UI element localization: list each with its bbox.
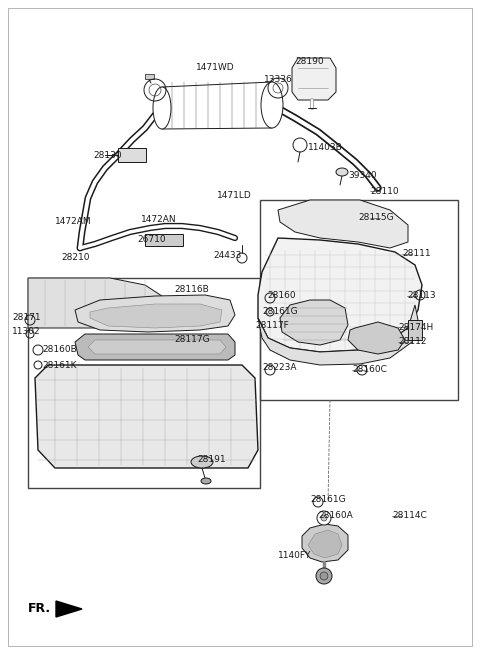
Ellipse shape bbox=[261, 82, 283, 128]
Polygon shape bbox=[258, 238, 422, 352]
Text: 28171: 28171 bbox=[12, 314, 41, 323]
Bar bbox=[145, 234, 183, 246]
Text: 28190: 28190 bbox=[296, 58, 324, 66]
Polygon shape bbox=[90, 304, 222, 328]
Text: 1140FY: 1140FY bbox=[278, 552, 312, 560]
Bar bbox=[145, 74, 154, 79]
Text: 28174H: 28174H bbox=[398, 323, 433, 331]
Bar bbox=[260, 200, 458, 400]
Polygon shape bbox=[88, 340, 226, 354]
Text: 26710: 26710 bbox=[138, 236, 166, 245]
Polygon shape bbox=[28, 278, 168, 328]
Polygon shape bbox=[308, 530, 342, 558]
Polygon shape bbox=[302, 524, 348, 562]
Text: 1471LD: 1471LD bbox=[216, 192, 252, 201]
Polygon shape bbox=[348, 322, 405, 354]
Text: 28117F: 28117F bbox=[255, 321, 289, 331]
Polygon shape bbox=[35, 365, 258, 468]
Bar bbox=[118, 148, 146, 162]
Text: 28161K: 28161K bbox=[42, 361, 76, 369]
Polygon shape bbox=[75, 334, 235, 360]
Text: 28116B: 28116B bbox=[175, 285, 209, 295]
Text: 28160B: 28160B bbox=[42, 346, 77, 354]
Polygon shape bbox=[75, 295, 235, 332]
Text: 28117G: 28117G bbox=[174, 335, 210, 344]
Circle shape bbox=[316, 568, 332, 584]
Text: 28114C: 28114C bbox=[392, 512, 427, 520]
Text: 28191: 28191 bbox=[198, 455, 226, 464]
Text: 39340: 39340 bbox=[348, 171, 377, 180]
Polygon shape bbox=[280, 300, 348, 345]
Text: 28160A: 28160A bbox=[318, 512, 353, 520]
Bar bbox=[408, 320, 422, 340]
Polygon shape bbox=[258, 305, 418, 365]
Circle shape bbox=[313, 497, 323, 507]
Text: 28110: 28110 bbox=[370, 186, 398, 195]
Polygon shape bbox=[278, 200, 408, 248]
Text: 28130: 28130 bbox=[94, 150, 122, 159]
Text: 1472AN: 1472AN bbox=[141, 215, 177, 224]
Text: 1472AM: 1472AM bbox=[55, 218, 91, 226]
Text: 28161G: 28161G bbox=[310, 495, 346, 504]
Ellipse shape bbox=[191, 456, 213, 468]
Text: 28210: 28210 bbox=[62, 253, 90, 262]
Text: 28160: 28160 bbox=[267, 291, 296, 300]
Ellipse shape bbox=[153, 87, 171, 129]
Text: 28115G: 28115G bbox=[358, 213, 394, 222]
Text: 11403B: 11403B bbox=[308, 144, 343, 152]
Circle shape bbox=[321, 515, 327, 521]
Text: 28160C: 28160C bbox=[352, 365, 387, 375]
Text: 1471WD: 1471WD bbox=[196, 64, 234, 73]
Circle shape bbox=[320, 572, 328, 580]
Polygon shape bbox=[56, 601, 82, 617]
Text: 13336: 13336 bbox=[264, 75, 292, 85]
Text: 24433: 24433 bbox=[214, 251, 242, 260]
Ellipse shape bbox=[336, 168, 348, 176]
Polygon shape bbox=[292, 58, 336, 100]
Text: 11302: 11302 bbox=[12, 327, 41, 337]
Text: 28223A: 28223A bbox=[262, 363, 297, 373]
Circle shape bbox=[317, 511, 331, 525]
Text: 28112: 28112 bbox=[398, 337, 427, 346]
Text: FR.: FR. bbox=[28, 602, 51, 615]
Text: 28161G: 28161G bbox=[262, 306, 298, 316]
Bar bbox=[28, 278, 260, 488]
Ellipse shape bbox=[201, 478, 211, 484]
Text: 28113: 28113 bbox=[407, 291, 436, 300]
Text: 28111: 28111 bbox=[402, 249, 431, 258]
